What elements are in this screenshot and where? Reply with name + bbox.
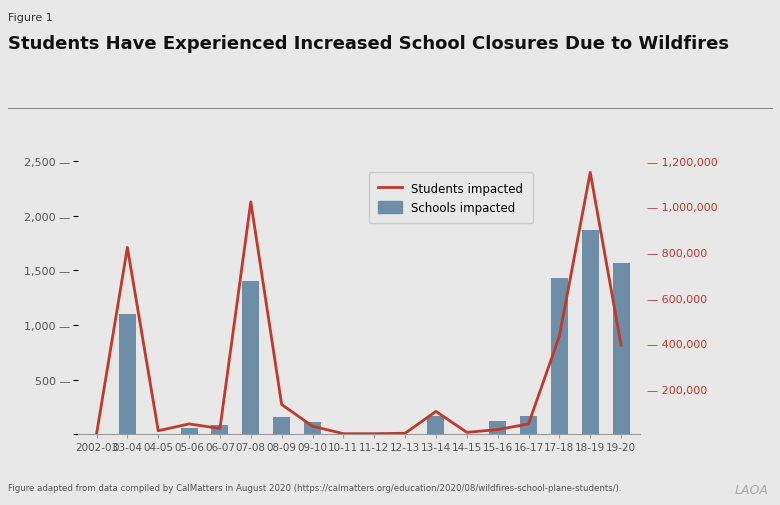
Bar: [304, 422, 321, 434]
Text: Figure adapted from data compiled by CalMatters in August 2020 (https://calmatte: Figure adapted from data compiled by Cal…: [8, 483, 622, 492]
Bar: [181, 428, 197, 434]
Text: LAOA: LAOA: [735, 483, 768, 496]
Bar: [243, 282, 259, 434]
Bar: [273, 417, 290, 434]
Bar: [119, 314, 136, 434]
Bar: [211, 426, 229, 434]
Bar: [520, 416, 537, 434]
Bar: [427, 416, 445, 434]
Bar: [489, 421, 506, 434]
Legend: Students impacted, Schools impacted: Students impacted, Schools impacted: [369, 173, 533, 224]
Bar: [582, 230, 599, 434]
Text: Figure 1: Figure 1: [8, 13, 52, 23]
Text: Students Have Experienced Increased School Closures Due to Wildfires: Students Have Experienced Increased Scho…: [8, 35, 729, 54]
Bar: [612, 263, 629, 434]
Bar: [551, 278, 568, 434]
